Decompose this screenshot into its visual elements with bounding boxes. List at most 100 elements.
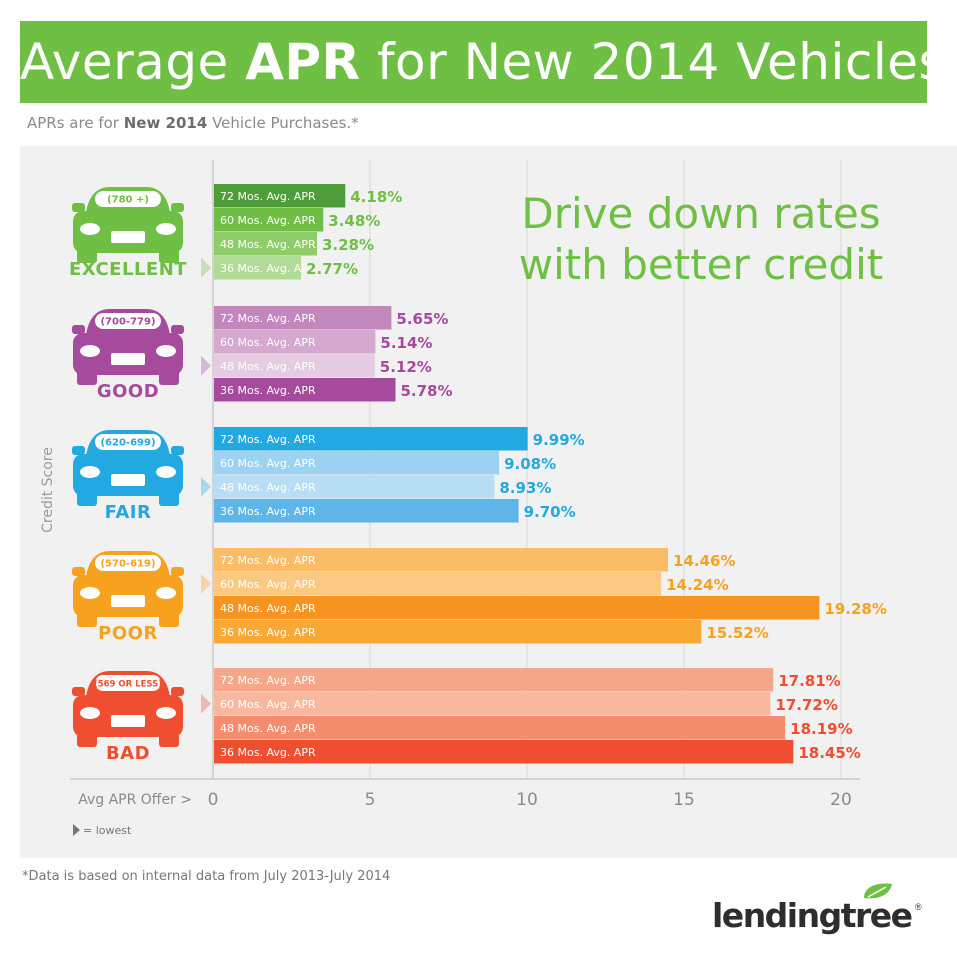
fair-bar-2 — [214, 451, 500, 475]
bad-bar-1 — [214, 668, 774, 692]
bad-bar-label-2: 60 Mos. Avg. APR — [220, 698, 316, 711]
x-tick-label-15: 15 — [673, 790, 695, 810]
excellent-bar-label-1: 72 Mos. Avg. APR — [220, 190, 316, 203]
bad-value-label-2: 17.72% — [775, 696, 837, 714]
good-lowest-marker — [201, 355, 211, 376]
poor-value-label-2: 14.24% — [666, 576, 728, 594]
fair-value-label-1: 9.99% — [533, 431, 585, 449]
fair-bar-label-3: 48 Mos. Avg. APR — [220, 481, 316, 494]
good-score-range: (700-779) — [100, 317, 155, 328]
registered-mark: ® — [915, 902, 922, 912]
fair-bar-4 — [214, 499, 519, 523]
bad-bar-2 — [214, 692, 771, 716]
poor-bar-label-4: 36 Mos. Avg. APR — [220, 626, 316, 639]
fair-bar-3 — [214, 475, 495, 499]
poor-bar-2 — [214, 572, 662, 596]
excellent-bar-label-3: 48 Mos. Avg. APR — [220, 238, 316, 251]
poor-bar-4 — [214, 620, 702, 644]
good-bar-1 — [214, 306, 392, 330]
fair-lowest-marker — [201, 476, 211, 497]
chart-title: Average APR for New 2014 Vehicles — [20, 33, 946, 91]
excellent-bar-label-2: 60 Mos. Avg. APR — [220, 214, 316, 227]
bad-bar-4 — [214, 740, 794, 764]
fair-bar-label-4: 36 Mos. Avg. APR — [220, 505, 316, 518]
good-bar-label-4: 36 Mos. Avg. APR — [220, 384, 316, 397]
poor-bar-label-2: 60 Mos. Avg. APR — [220, 578, 316, 591]
good-bar-label-3: 48 Mos. Avg. APR — [220, 360, 316, 373]
good-value-label-1: 5.65% — [396, 310, 448, 328]
fair-tier-label: FAIR — [105, 502, 152, 523]
x-tick-label-20: 20 — [830, 790, 852, 810]
excellent-bar-1 — [214, 184, 346, 208]
tagline-line-2: with better credit — [519, 240, 883, 289]
legend-marker-icon — [73, 824, 80, 836]
excellent-bar-label-4: 36 Mos. Avg. APR — [220, 262, 316, 275]
poor-value-label-1: 14.46% — [673, 552, 735, 570]
bad-tier-label: BAD — [106, 743, 150, 764]
excellent-value-label-4: 2.77% — [306, 260, 358, 278]
good-value-label-4: 5.78% — [400, 382, 452, 400]
excellent-value-label-3: 3.28% — [322, 236, 374, 254]
good-bar-label-2: 60 Mos. Avg. APR — [220, 336, 316, 349]
x-tick-label-0: 0 — [208, 790, 219, 810]
good-bar-3 — [214, 354, 375, 378]
poor-tier-label: POOR — [98, 623, 158, 644]
good-tier-label: GOOD — [97, 381, 159, 402]
bad-bar-3 — [214, 716, 786, 740]
excellent-value-label-2: 3.48% — [328, 212, 380, 230]
poor-lowest-marker — [201, 573, 211, 594]
fair-value-label-3: 8.93% — [499, 479, 551, 497]
y-axis-label: Credit Score — [40, 447, 56, 533]
good-value-label-2: 5.14% — [380, 334, 432, 352]
lendingtree-logo: lendingtree ® — [712, 882, 932, 935]
fair-bar-label-1: 72 Mos. Avg. APR — [220, 433, 316, 446]
bad-score-range: (569 OR LESS) — [94, 680, 162, 690]
excellent-bar-4 — [214, 256, 301, 280]
x-tick-label-10: 10 — [516, 790, 538, 810]
legend-label: = lowest — [83, 824, 132, 837]
poor-value-label-3: 19.28% — [824, 600, 886, 618]
poor-bar-3 — [214, 596, 820, 620]
title-banner: Average APR for New 2014 Vehicles — [20, 21, 946, 103]
fair-value-label-4: 9.70% — [524, 503, 576, 521]
poor-value-label-4: 15.52% — [706, 624, 768, 642]
good-value-label-3: 5.12% — [380, 358, 432, 376]
subtitle: APRs are for New 2014 Vehicle Purchases.… — [27, 114, 359, 132]
fair-score-range: (620-699) — [100, 438, 155, 449]
poor-car-icon — [72, 551, 184, 627]
fair-car-icon — [72, 430, 184, 506]
good-bar-4 — [214, 378, 396, 402]
bad-car-icon — [72, 671, 184, 747]
bad-value-label-1: 17.81% — [778, 672, 840, 690]
tagline-line-1: Drive down rates — [521, 189, 880, 238]
bad-bar-label-1: 72 Mos. Avg. APR — [220, 674, 316, 687]
poor-bar-label-1: 72 Mos. Avg. APR — [220, 554, 316, 567]
good-bar-label-1: 72 Mos. Avg. APR — [220, 312, 316, 325]
x-axis-label: Avg APR Offer > — [78, 792, 192, 808]
good-bar-2 — [214, 330, 376, 354]
logo-wordmark: lendingtree — [712, 896, 913, 935]
excellent-bar-3 — [214, 232, 317, 256]
excellent-tier-label: EXCELLENT — [69, 259, 187, 280]
excellent-score-range: (780 +) — [107, 195, 149, 206]
excellent-car-icon — [72, 187, 184, 263]
fair-value-label-2: 9.08% — [504, 455, 556, 473]
bad-lowest-marker — [201, 693, 211, 714]
poor-bar-1 — [214, 548, 669, 572]
bad-value-label-4: 18.45% — [798, 744, 860, 762]
fair-bar-label-2: 60 Mos. Avg. APR — [220, 457, 316, 470]
poor-score-range: (570-619) — [100, 559, 155, 570]
good-car-icon — [72, 309, 184, 385]
x-tick-label-5: 5 — [365, 790, 376, 810]
bad-bar-label-3: 48 Mos. Avg. APR — [220, 722, 316, 735]
excellent-value-label-1: 4.18% — [350, 188, 402, 206]
excellent-lowest-marker — [201, 257, 211, 278]
poor-bar-label-3: 48 Mos. Avg. APR — [220, 602, 316, 615]
bad-bar-label-4: 36 Mos. Avg. APR — [220, 746, 316, 759]
fair-bar-1 — [214, 427, 528, 451]
excellent-bar-2 — [214, 208, 324, 232]
footnote: *Data is based on internal data from Jul… — [22, 869, 391, 884]
bad-value-label-3: 18.19% — [790, 720, 852, 738]
tree-leaf-icon — [864, 883, 892, 899]
